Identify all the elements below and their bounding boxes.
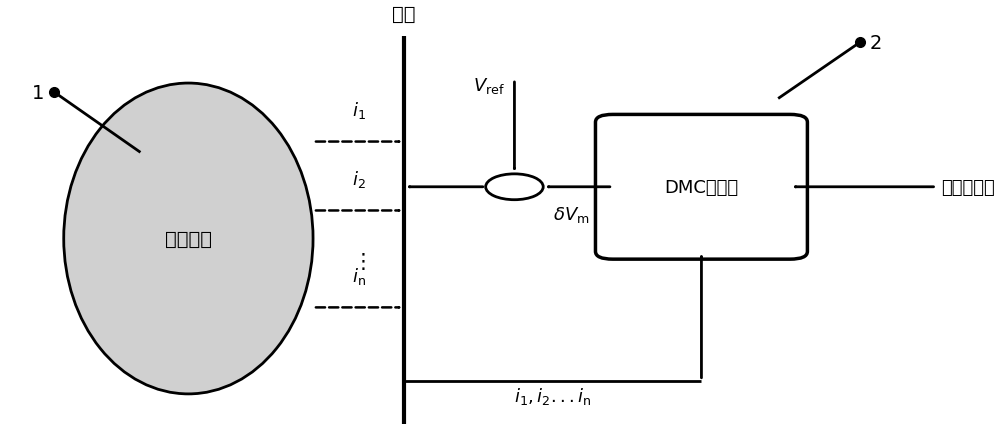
Text: $i_1$: $i_1$ [352,100,366,121]
Text: 工作区数据: 工作区数据 [941,178,995,196]
Text: 1: 1 [32,83,45,102]
Text: $i_{\mathrm{n}}$: $i_{\mathrm{n}}$ [352,265,366,286]
Circle shape [486,174,543,200]
Text: $i_2$: $i_2$ [352,169,365,190]
Text: $V_{\mathrm{ref}}$: $V_{\mathrm{ref}}$ [473,76,505,95]
Text: $\delta V_{\mathrm{m}}$: $\delta V_{\mathrm{m}}$ [553,205,589,225]
FancyBboxPatch shape [595,115,807,260]
Ellipse shape [64,84,313,394]
Text: $\vdots$: $\vdots$ [352,250,365,271]
Text: DMC控制器: DMC控制器 [664,178,739,196]
Text: 通信网络: 通信网络 [165,230,212,248]
Text: $i_1, i_2...i_{\mathrm{n}}$: $i_1, i_2...i_{\mathrm{n}}$ [514,385,592,406]
Text: 母线: 母线 [392,5,416,24]
Text: 2: 2 [869,34,882,53]
